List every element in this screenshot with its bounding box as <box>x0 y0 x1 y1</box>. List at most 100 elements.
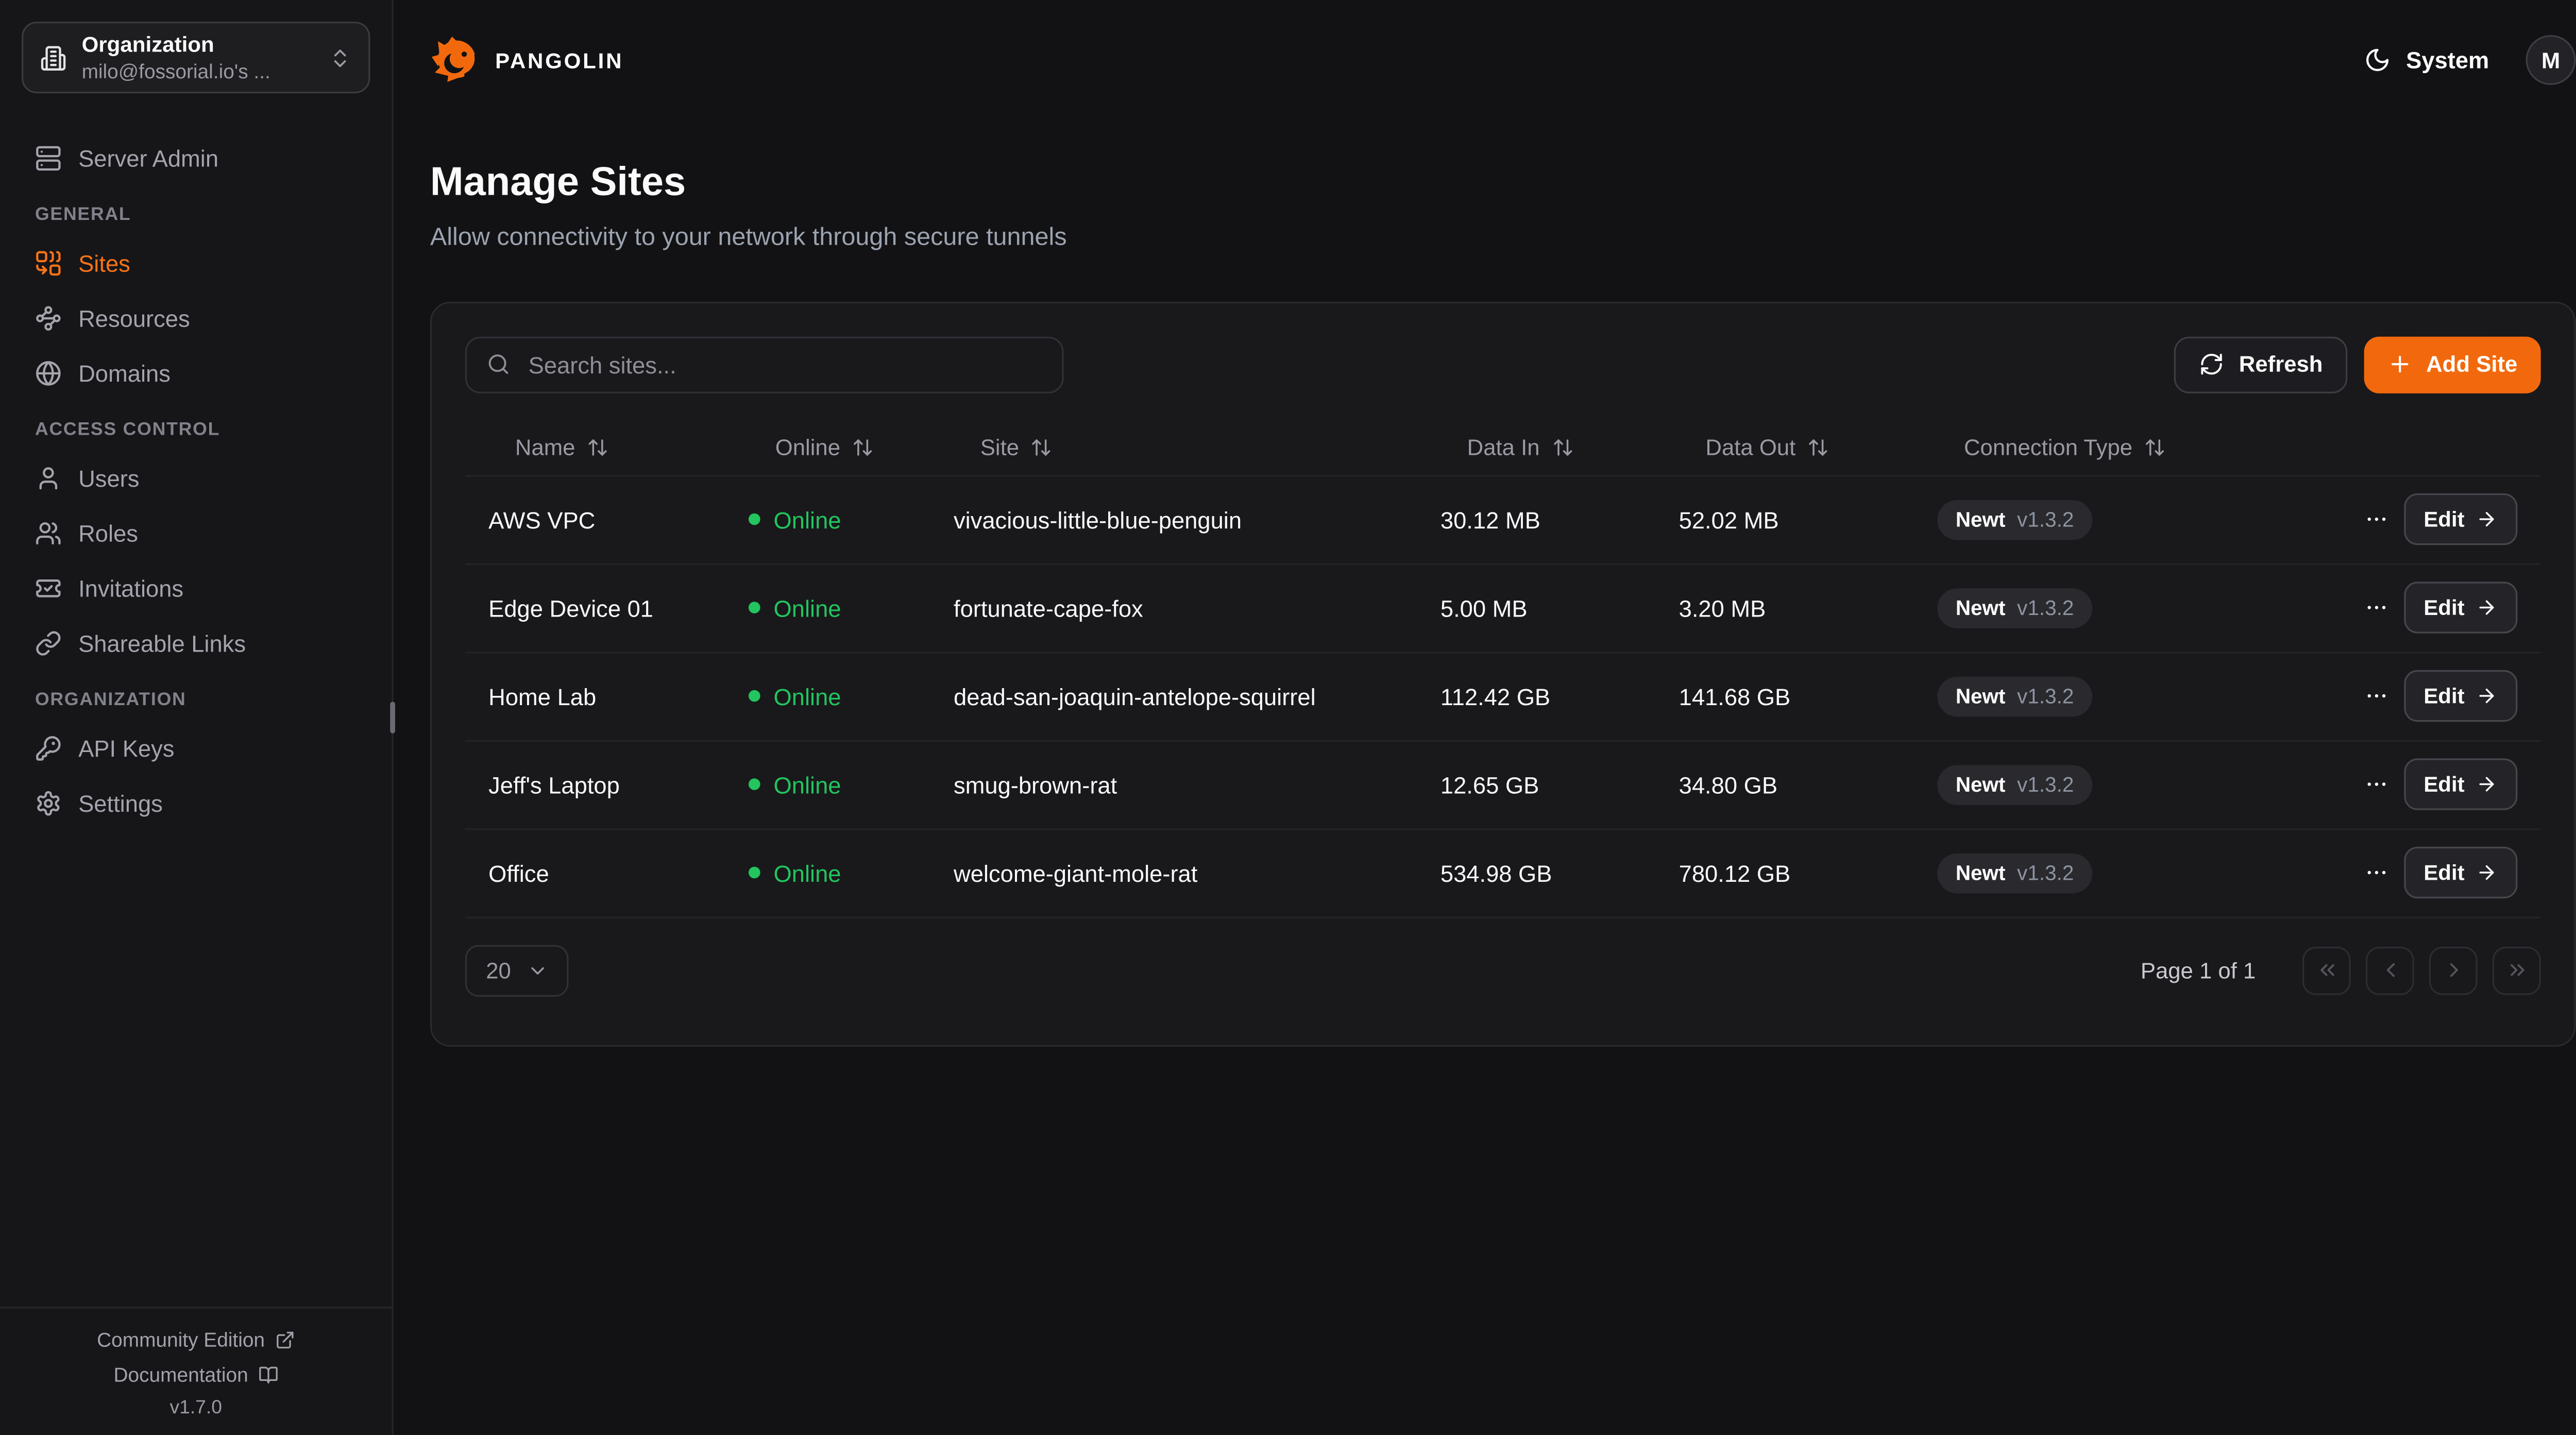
key-icon <box>36 735 61 760</box>
site-slug: welcome-giant-mole-rat <box>953 860 1198 886</box>
pangolin-logo-icon <box>431 36 479 82</box>
org-selector-texts: Organization milo@fossorial.io's ... <box>82 32 314 83</box>
avatar[interactable]: M <box>2526 35 2576 86</box>
column-header-connection-type[interactable]: Connection Type <box>1937 436 2364 460</box>
sidebar-item-label: API Keys <box>78 734 175 761</box>
link-icon <box>36 630 61 655</box>
edit-label: Edit <box>2424 860 2465 886</box>
ellipsis-icon <box>2367 694 2386 698</box>
page-subtitle: Allow connectivity to your network throu… <box>430 223 1067 251</box>
table-row: Office Online welcome-giant-mole-rat 534… <box>465 830 2541 918</box>
sidebar-item-roles[interactable]: Roles <box>22 510 370 555</box>
ellipsis-icon <box>2367 518 2386 522</box>
column-header-data-out[interactable]: Data Out <box>1679 436 1938 460</box>
refresh-icon <box>2201 354 2222 375</box>
data-in: 534.98 GB <box>1440 860 1552 886</box>
main-content: PANGOLIN System M Manage Sites Allow con… <box>393 0 2576 1435</box>
sidebar-item-sites[interactable]: Sites <box>22 240 370 285</box>
first-page-button[interactable] <box>2302 946 2351 995</box>
table-header: Name Online Site Data In Data Out <box>465 421 2541 476</box>
page-size-select[interactable]: 20 <box>465 945 569 997</box>
site-status: Online <box>748 683 954 710</box>
edit-button[interactable]: Edit <box>2404 847 2518 899</box>
sidebar-item-label: Sites <box>78 249 130 276</box>
sidebar: Organization milo@fossorial.io's ... Ser… <box>0 0 395 1435</box>
search-icon <box>488 355 509 374</box>
table-row: Jeff's Laptop Online smug-brown-rat 12.6… <box>465 741 2541 830</box>
site-status: Online <box>748 594 954 622</box>
sidebar-item-label: Domains <box>78 359 171 386</box>
site-name: Office <box>488 860 549 886</box>
sidebar-item-server-admin[interactable]: Server Admin <box>22 135 370 180</box>
column-label: Online <box>775 435 841 461</box>
site-status: Online <box>748 506 954 533</box>
sidebar-item-invitations[interactable]: Invitations <box>22 565 370 610</box>
ticket-check-icon <box>36 578 61 596</box>
sidebar-item-label: Invitations <box>78 574 184 601</box>
status-label: Online <box>773 506 841 533</box>
row-menu-button[interactable] <box>2364 772 2404 797</box>
connection-type-badge: Newt v1.3.2 <box>1937 500 2092 540</box>
chevrons-left-icon <box>2319 964 2334 977</box>
column-label: Site <box>980 435 1020 461</box>
column-header-online[interactable]: Online <box>749 435 954 461</box>
table-row: Edge Device 01 Online fortunate-cape-fox… <box>465 565 2541 653</box>
sidebar-item-domains[interactable]: Domains <box>22 350 370 395</box>
theme-toggle[interactable]: System <box>2364 47 2489 73</box>
combine-icon <box>36 250 61 275</box>
column-header-site[interactable]: Site <box>954 435 1440 461</box>
sidebar-item-users[interactable]: Users <box>22 455 370 500</box>
client-name: Newt <box>1955 508 2006 532</box>
connection-type-badge: Newt v1.3.2 <box>1937 764 2092 805</box>
sites-card: Refresh Add Site Name Online <box>430 301 2576 1047</box>
search-box[interactable] <box>465 336 1064 394</box>
sidebar-item-api-keys[interactable]: API Keys <box>22 725 370 770</box>
brand-logo[interactable]: PANGOLIN <box>430 35 623 85</box>
sidebar-resize-handle[interactable] <box>390 702 395 733</box>
column-header-data-in[interactable]: Data In <box>1440 435 1679 461</box>
last-page-button[interactable] <box>2492 946 2541 995</box>
client-version: v1.3.2 <box>2017 508 2074 532</box>
sidebar-item-shareable-links[interactable]: Shareable Links <box>22 620 370 665</box>
edit-button[interactable]: Edit <box>2404 759 2518 811</box>
community-edition-link[interactable]: Community Edition <box>97 1328 295 1352</box>
chevron-left-icon <box>2386 964 2394 978</box>
section-label-general: GENERAL <box>35 205 131 225</box>
documentation-link[interactable]: Documentation <box>114 1363 278 1387</box>
user-icon <box>39 466 58 489</box>
org-selector[interactable]: Organization milo@fossorial.io's ... <box>22 22 370 94</box>
server-icon <box>36 145 61 170</box>
site-status: Online <box>748 860 954 886</box>
row-menu-button[interactable] <box>2364 595 2404 621</box>
edit-button[interactable]: Edit <box>2404 493 2518 546</box>
sidebar-item-label: Resources <box>78 304 190 331</box>
sort-icon <box>1032 440 1051 456</box>
column-header-name[interactable]: Name <box>488 436 749 460</box>
page-size-value: 20 <box>486 958 511 983</box>
online-dot <box>748 602 760 614</box>
row-menu-button[interactable] <box>2364 861 2404 886</box>
status-label: Online <box>773 594 841 622</box>
brand-name: PANGOLIN <box>495 47 624 73</box>
site-slug: smug-brown-rat <box>953 771 1117 798</box>
search-input[interactable] <box>525 349 1042 380</box>
refresh-button[interactable]: Refresh <box>2174 336 2348 394</box>
edit-button[interactable]: Edit <box>2404 670 2518 723</box>
add-site-button[interactable]: Add Site <box>2364 336 2541 394</box>
arrow-right-icon <box>2480 777 2495 792</box>
client-version: v1.3.2 <box>2017 773 2074 797</box>
site-name: Jeff's Laptop <box>488 771 620 798</box>
row-menu-button[interactable] <box>2364 684 2404 709</box>
previous-page-button[interactable] <box>2365 946 2414 995</box>
edit-button[interactable]: Edit <box>2404 582 2518 634</box>
data-in: 30.12 MB <box>1440 506 1540 533</box>
next-page-button[interactable] <box>2429 946 2478 995</box>
sidebar-item-settings[interactable]: Settings <box>22 780 370 825</box>
client-version: v1.3.2 <box>2017 685 2074 708</box>
status-label: Online <box>773 860 841 886</box>
sidebar-item-resources[interactable]: Resources <box>22 295 370 340</box>
page-info: Page 1 of 1 <box>2140 958 2256 983</box>
row-menu-button[interactable] <box>2364 507 2404 533</box>
column-label: Data In <box>1467 435 1540 461</box>
